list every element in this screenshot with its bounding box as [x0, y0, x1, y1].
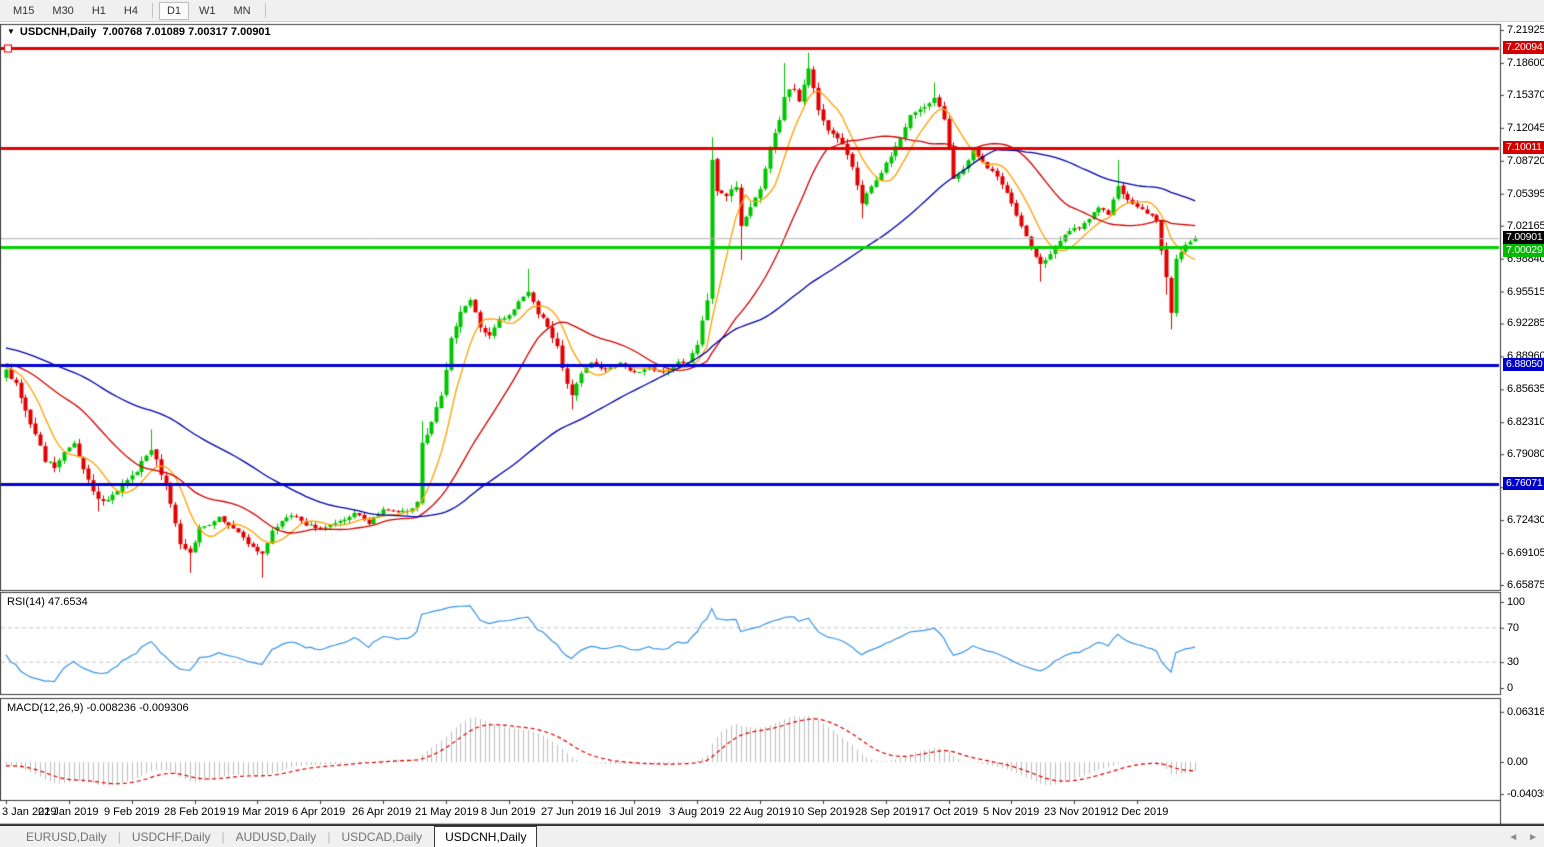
tab-audusd-daily[interactable]: AUDUSD,Daily: [235, 829, 317, 844]
price-level-badge-7-00901[interactable]: 7.00901: [1503, 231, 1544, 244]
macd-tick-label: 0.063184: [1507, 706, 1544, 718]
timeframe-toolbar: M15 M30 H1 H4 D1 W1 MN: [0, 0, 1544, 22]
price-tick-label: 6.85635: [1507, 383, 1544, 395]
date-tick-label: 22 Aug 2019: [729, 806, 791, 818]
date-tick-label: 5 Nov 2019: [983, 806, 1040, 818]
date-tick-label: 21 May 2019: [415, 806, 479, 818]
chart-canvas[interactable]: [0, 22, 1544, 825]
rsi-tick-label: 0: [1507, 682, 1513, 694]
timeframe-button-h1[interactable]: H1: [91, 4, 106, 17]
date-tick-label: 28 Sep 2019: [855, 806, 918, 818]
price-tick-label: 6.79080: [1507, 448, 1544, 460]
date-tick-label: 17 Oct 2019: [918, 806, 978, 818]
date-tick-label: 8 Jun 2019: [481, 806, 536, 818]
toolbar-divider: [264, 3, 266, 18]
tab-eurusd-daily[interactable]: EURUSD,Daily: [26, 829, 107, 844]
tab-usdcad-daily[interactable]: USDCAD,Daily: [341, 829, 423, 844]
chart-ohlc-values: 7.00768 7.01089 7.00317 7.00901: [102, 26, 271, 38]
price-level-badge-7-00029[interactable]: 7.00029: [1503, 244, 1544, 257]
price-tick-label: 6.95515: [1507, 286, 1544, 298]
price-tick-label: 7.18600: [1507, 57, 1544, 69]
rsi-indicator-label: RSI(14) 47.6534: [7, 596, 88, 608]
date-tick-label: 27 Jun 2019: [541, 806, 602, 818]
macd-indicator-label: MACD(12,26,9) -0.008236 -0.009306: [7, 702, 189, 714]
date-tick-label: 3 Aug 2019: [669, 806, 725, 818]
price-tick-label: 6.72430: [1507, 514, 1544, 526]
date-tick-label: 9 Feb 2019: [104, 806, 160, 818]
price-tick-label: 6.65875: [1507, 579, 1544, 591]
price-level-badge-6-76071[interactable]: 6.76071: [1503, 477, 1544, 490]
tab-usdcnh-daily[interactable]: USDCNH,Daily: [434, 826, 538, 847]
date-tick-label: 10 Sep 2019: [792, 806, 855, 818]
timeframe-button-d1[interactable]: D1: [158, 1, 189, 20]
price-tick-label: 7.08720: [1507, 155, 1544, 167]
macd-tick-label: 0.00: [1507, 756, 1528, 768]
macd-tick-label: -0.040355: [1507, 788, 1544, 800]
tab-scroll-controls: ◄ ►: [1508, 826, 1538, 847]
date-tick-label: 16 Jul 2019: [604, 806, 661, 818]
tab-scroll-left-icon[interactable]: ◄: [1508, 831, 1519, 843]
price-tick-label: 7.15370: [1507, 89, 1544, 101]
symbol-dropdown-icon[interactable]: ▼: [7, 27, 15, 36]
timeframe-button-h4[interactable]: H4: [123, 4, 138, 17]
tab-divider: |: [221, 829, 225, 844]
tab-divider: |: [327, 829, 331, 844]
timeframe-button-w1[interactable]: W1: [199, 4, 216, 17]
tab-divider: |: [117, 829, 121, 844]
price-tick-label: 7.12045: [1507, 122, 1544, 134]
rsi-tick-label: 30: [1507, 656, 1519, 668]
rsi-tick-label: 100: [1507, 596, 1525, 608]
chart-symbol-label: USDCNH,Daily: [19, 26, 97, 38]
price-tick-label: 7.21925: [1507, 24, 1544, 36]
price-level-badge-7-10011[interactable]: 7.10011: [1503, 141, 1544, 154]
price-tick-label: 7.05395: [1507, 188, 1544, 200]
price-tick-label: 6.92285: [1507, 317, 1544, 329]
date-tick-label: 28 Feb 2019: [164, 806, 226, 818]
date-tick-label: 26 Apr 2019: [352, 806, 412, 818]
rsi-tick-label: 70: [1507, 622, 1519, 634]
timeframe-button-m15[interactable]: M15: [13, 4, 35, 17]
tab-scroll-right-icon[interactable]: ►: [1528, 831, 1538, 843]
date-tick-label: 19 Mar 2019: [227, 806, 289, 818]
price-level-badge-6-88050[interactable]: 6.88050: [1503, 358, 1544, 371]
date-tick-label: 22 Jan 2019: [38, 806, 99, 818]
chart-tab-bar: EURUSD,Daily | USDCHF,Daily | AUDUSD,Daily | U…: [0, 825, 1544, 847]
date-tick-label: 23 Nov 2019: [1044, 806, 1107, 818]
timeframe-button-m30[interactable]: M30: [52, 4, 74, 17]
price-level-badge-7-20094[interactable]: 7.20094: [1503, 41, 1544, 54]
toolbar-divider: [151, 3, 153, 18]
timeframe-button-mn[interactable]: MN: [233, 4, 251, 17]
tab-usdchf-daily[interactable]: USDCHF,Daily: [131, 829, 211, 844]
price-tick-label: 6.69105: [1507, 547, 1544, 559]
price-tick-label: 7.02165: [1507, 220, 1544, 232]
date-tick-label: 12 Dec 2019: [1106, 806, 1169, 818]
price-tick-label: 6.82310: [1507, 416, 1544, 428]
date-tick-label: 3 Jan 2019: [2, 806, 57, 818]
chart-title: ▼ USDCNH,Daily 7.00768 7.01089 7.00317 7.…: [7, 26, 271, 38]
date-tick-label: 6 Apr 2019: [292, 806, 346, 818]
